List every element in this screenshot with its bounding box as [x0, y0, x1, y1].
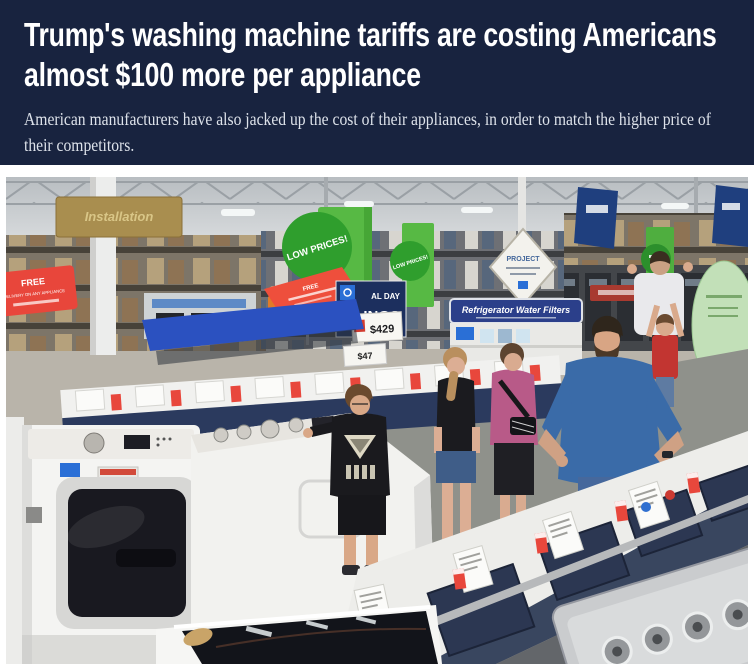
article-photo: Installation LOW PRICES! LOW PRICES! PRO… — [6, 177, 748, 664]
blue-knob — [641, 502, 651, 512]
free-delivery-sign-left: FREE DELIVERY ON ANY APPLIANCE — [6, 265, 78, 317]
range-control-panel — [551, 538, 748, 664]
handbag — [510, 417, 536, 435]
free-sign-center-label: FREE — [302, 283, 319, 293]
energy-star-sticker — [60, 463, 80, 477]
child-red-shirt — [652, 335, 678, 379]
article-dek: American manufacturers have also jacked … — [24, 108, 711, 156]
low-prices-sign-small: LOW PRICES! — [390, 223, 434, 307]
price-small-label: $47 — [357, 350, 373, 361]
red-knob — [665, 490, 675, 500]
project-diamond-sign: PROJECT — [488, 227, 558, 307]
free-sign-label: FREE — [21, 276, 46, 288]
project-sign-label: PROJECT — [506, 256, 540, 263]
page-title: Trump's washing machine tariffs are cost… — [24, 16, 717, 94]
store-photo-illustration: Installation LOW PRICES! LOW PRICES! PRO… — [6, 177, 748, 664]
article-header: Trump's washing machine tariffs are cost… — [0, 0, 754, 165]
hanging-banners — [574, 185, 748, 249]
water-filters-label: Refrigerator Water Filters — [462, 305, 570, 315]
free-sign-sublabel: DELIVERY ON ANY APPLIANCE — [6, 288, 65, 299]
installation-banner: Installation — [55, 196, 183, 238]
price-card-429: $429 — [350, 311, 404, 343]
sale-tags — [110, 364, 541, 411]
dryer-door — [56, 477, 198, 629]
wrist-watch — [662, 451, 673, 458]
washer-glass-lid — [156, 605, 442, 664]
range-knobs — [601, 599, 748, 664]
price-main-label: $429 — [370, 323, 395, 336]
denim-shorts — [436, 451, 476, 483]
price-card-47: $47 — [342, 343, 388, 367]
blue-display-canopy — [142, 299, 364, 365]
shopper-boy — [303, 384, 390, 575]
background-shoppers — [627, 251, 693, 407]
installation-banner-label: Installation — [85, 209, 154, 224]
deal-sign-top-label: AL DAY — [371, 292, 401, 301]
